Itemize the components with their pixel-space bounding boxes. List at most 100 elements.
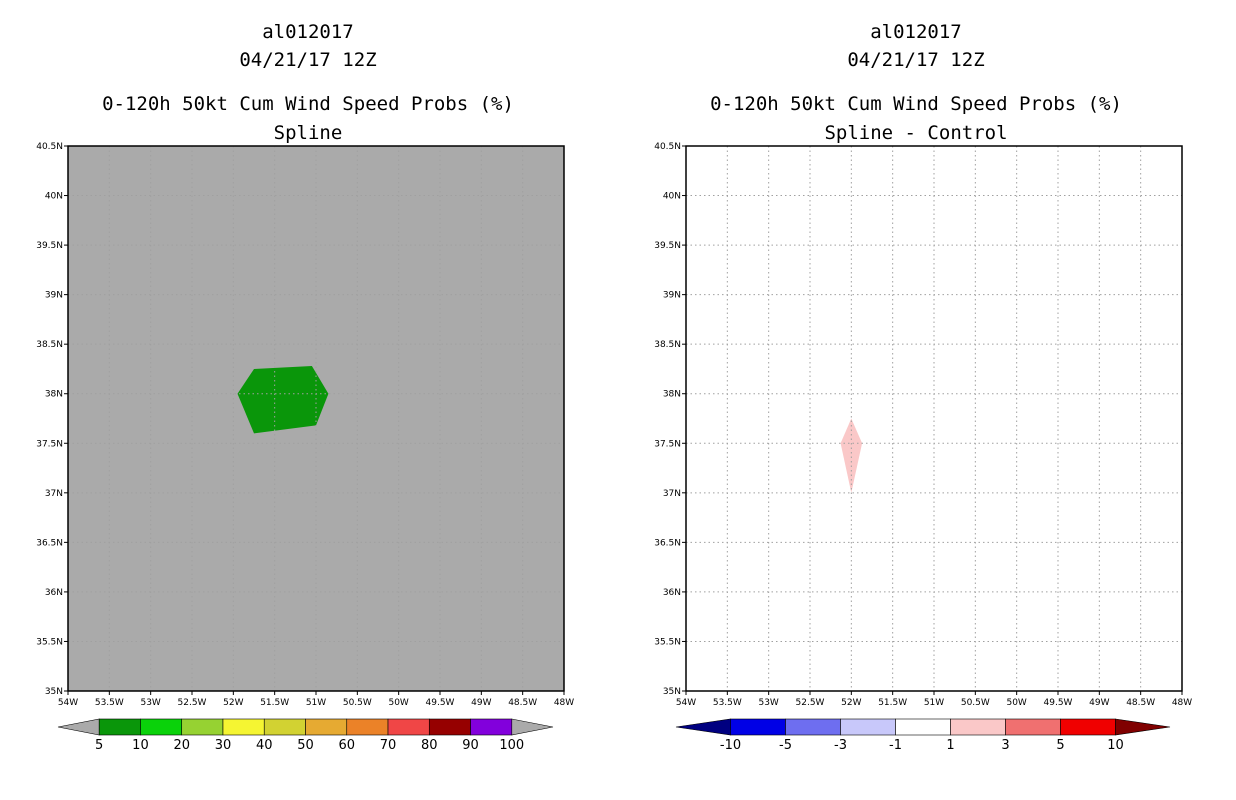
panel-2-region-1-3 <box>840 418 863 493</box>
panel-1-ytick-label-37N: 37N <box>45 489 63 499</box>
panel-1-xtick-label-51.5W: 51.5W <box>260 698 289 708</box>
panel-2-xtick-label-48W: 48W <box>1172 698 1192 708</box>
panel-2-ytick-label-37.5N: 37.5N <box>654 439 681 449</box>
panel-2-storm-id: al012017 <box>870 21 962 43</box>
panel-1-colorbar-label-5: 5 <box>95 738 103 753</box>
panel-1-colorbar-box-1 <box>98 718 141 736</box>
panel-1-xtick-label-48W: 48W <box>554 698 574 708</box>
panel-2-colorbar-label--10: -10 <box>720 738 741 753</box>
panel-2-colorbar-box-1 <box>730 718 786 736</box>
panel-1-ytick-label-38N: 38N <box>45 390 63 400</box>
panel-2-xtick-label-54W: 54W <box>676 698 696 708</box>
panel-1-xtick-label-52W: 52W <box>223 698 243 708</box>
panel-1-xtick-label-49W: 49W <box>471 698 491 708</box>
panel-1-xtick-label-53.5W: 53.5W <box>95 698 124 708</box>
panel-2-colorbar-label-10: 10 <box>1107 738 1124 753</box>
panel-2-ytick-label-38.5N: 38.5N <box>654 340 681 350</box>
panel-1-title: 0-120h 50kt Cum Wind Speed Probs (%) <box>102 93 514 115</box>
panel-2-xtick-label-51W: 51W <box>924 698 944 708</box>
panel-1-xtick-label-51W: 51W <box>306 698 326 708</box>
panel-2-ytick-label-40.5N: 40.5N <box>654 142 681 152</box>
panel-1-colorbar-box-2 <box>140 718 183 736</box>
panel-1-colorbar-label-20: 20 <box>173 738 190 753</box>
panel-2-colorbar-label--3: -3 <box>834 738 847 753</box>
panel-1-xtick-label-50W: 50W <box>388 698 408 708</box>
panel-1-colorbar-box-7 <box>346 718 389 736</box>
panel-1-ytick-label-36.5N: 36.5N <box>36 538 63 548</box>
panel-1-ytick-label-35N: 35N <box>45 687 63 697</box>
panel-1-colorbar-box-3 <box>181 718 224 736</box>
panel-2-ytick-label-39.5N: 39.5N <box>654 241 681 251</box>
panel-2-xtick-label-53.5W: 53.5W <box>713 698 742 708</box>
panel-1-colorbar-box-6 <box>305 718 348 736</box>
panel-1-colorbar-label-80: 80 <box>421 738 438 753</box>
panel-1-ytick-label-40.5N: 40.5N <box>36 142 63 152</box>
panel-1-subtitle: Spline <box>274 122 343 144</box>
panel-2-colorbar-box-6 <box>1005 718 1061 736</box>
panel-1-colorbar-box-5 <box>263 718 306 736</box>
panel-1-colorbar-label-30: 30 <box>215 738 232 753</box>
panel-1-xtick-label-53W: 53W <box>140 698 160 708</box>
panel-2-colorbar-box-2 <box>785 718 841 736</box>
panel-1-xtick-label-48.5W: 48.5W <box>508 698 537 708</box>
panel-1-colorbar-low-arrow <box>57 718 100 736</box>
panel-2-colorbar-box-3 <box>840 718 896 736</box>
panel-2-ytick-label-36.5N: 36.5N <box>654 538 681 548</box>
panel-1-colorbar-label-10: 10 <box>132 738 149 753</box>
panel-1-colorbar-label-50: 50 <box>297 738 314 753</box>
panel-2-colorbar-low-arrow <box>675 718 731 736</box>
panel-1-storm-id: al012017 <box>262 21 354 43</box>
panel-1-date-time: 04/21/17 12Z <box>239 49 376 71</box>
panel-2-colorbar-label--1: -1 <box>889 738 902 753</box>
panel-2-xtick-label-50.5W: 50.5W <box>961 698 990 708</box>
panel-2-xtick-label-53W: 53W <box>758 698 778 708</box>
panel-2-ytick-label-39N: 39N <box>663 291 681 301</box>
panel-1-colorbar-box-9 <box>428 718 471 736</box>
panel-1-colorbar-label-90: 90 <box>462 738 479 753</box>
panel-2-colorbar-label-1: 1 <box>946 738 954 753</box>
panel-1-ytick-label-36N: 36N <box>45 588 63 598</box>
panel-2-xtick-label-51.5W: 51.5W <box>878 698 907 708</box>
panel-1-region-5-10 <box>237 366 329 434</box>
panel-2-colorbar-label-3: 3 <box>1001 738 1009 753</box>
panel-2-xtick-label-50W: 50W <box>1006 698 1026 708</box>
panel-2-ytick-label-38N: 38N <box>663 390 681 400</box>
panel-2-ytick-label-37N: 37N <box>663 489 681 499</box>
panel-1-colorbar-box-8 <box>387 718 430 736</box>
panel-2-colorbar-label--5: -5 <box>779 738 792 753</box>
panel-2-xtick-label-49W: 49W <box>1089 698 1109 708</box>
panel-2-colorbar-label-5: 5 <box>1056 738 1064 753</box>
panel-2-title: 0-120h 50kt Cum Wind Speed Probs (%) <box>710 93 1122 115</box>
panel-1-colorbar-label-60: 60 <box>338 738 355 753</box>
panel-1-ytick-label-35.5N: 35.5N <box>36 637 63 647</box>
panel-2-ytick-label-35.5N: 35.5N <box>654 637 681 647</box>
panel-2-xtick-label-52.5W: 52.5W <box>796 698 825 708</box>
panel-1-colorbar-box-4 <box>222 718 265 736</box>
panel-1-colorbar-label-70: 70 <box>380 738 397 753</box>
panel-1-xtick-label-49.5W: 49.5W <box>426 698 455 708</box>
panel-1-xtick-label-50.5W: 50.5W <box>343 698 372 708</box>
panel-1-colorbar-high-arrow <box>511 718 554 736</box>
panel-2-colorbar-box-5 <box>950 718 1006 736</box>
panel-2-colorbar-box-7 <box>1060 718 1116 736</box>
panel-1-colorbar-label-100: 100 <box>499 738 524 753</box>
panel-1-ytick-label-40N: 40N <box>45 192 63 202</box>
panel-1-colorbar-box-10 <box>470 718 513 736</box>
panel-2-xtick-label-52W: 52W <box>841 698 861 708</box>
panel-2-subtitle: Spline - Control <box>824 122 1007 144</box>
panel-1-ytick-label-39.5N: 39.5N <box>36 241 63 251</box>
panel-2-colorbar-box-4 <box>895 718 951 736</box>
panel-2-xtick-label-48.5W: 48.5W <box>1126 698 1155 708</box>
panel-2-date-time: 04/21/17 12Z <box>847 49 984 71</box>
panel-2-colorbar-high-arrow <box>1115 718 1171 736</box>
panel-1-colorbar-label-40: 40 <box>256 738 273 753</box>
panel-2-ytick-label-36N: 36N <box>663 588 681 598</box>
panel-1-ytick-label-38.5N: 38.5N <box>36 340 63 350</box>
panel-2-xtick-label-49.5W: 49.5W <box>1044 698 1073 708</box>
panel-1-xtick-label-52.5W: 52.5W <box>178 698 207 708</box>
panel-1-ytick-label-37.5N: 37.5N <box>36 439 63 449</box>
panel-1-ytick-label-39N: 39N <box>45 291 63 301</box>
panel-2-ytick-label-40N: 40N <box>663 192 681 202</box>
panel-1-xtick-label-54W: 54W <box>58 698 78 708</box>
